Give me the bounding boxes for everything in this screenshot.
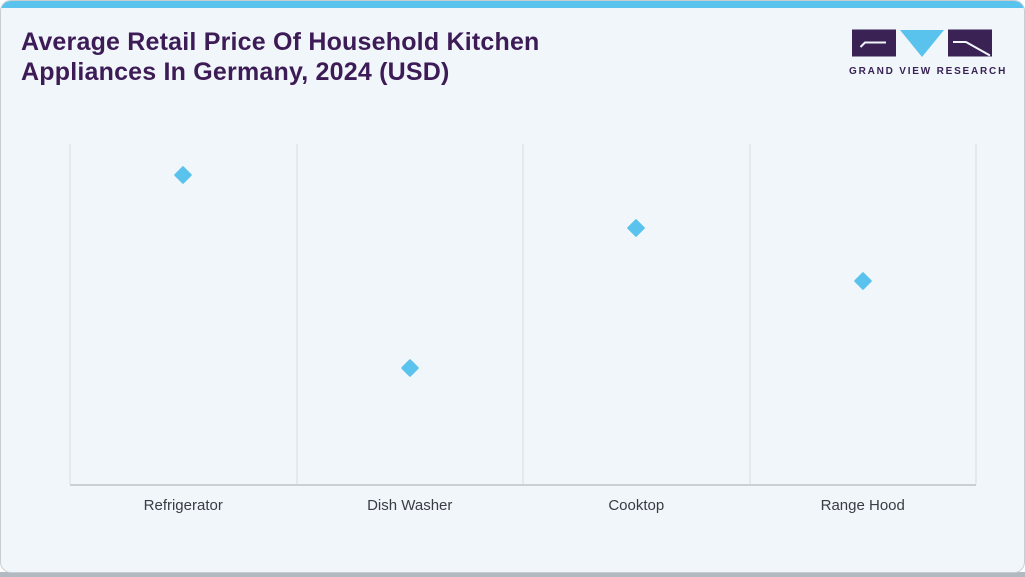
gvr-logo: GRAND VIEW RESEARCH xyxy=(849,29,1008,77)
gridline xyxy=(749,144,750,484)
gridline xyxy=(522,144,524,484)
data-point-refrigerator xyxy=(174,165,193,185)
gridline xyxy=(975,144,977,484)
gridline xyxy=(296,144,297,484)
data-point-range-hood xyxy=(853,272,872,291)
chart-title: Average Retail Price Of Household Kitche… xyxy=(21,28,540,86)
top-accent-bar xyxy=(1,1,1024,8)
x-tick-label: Refrigerator xyxy=(143,497,223,514)
x-tick-label: Range Hood xyxy=(820,497,905,514)
gridline xyxy=(69,144,71,484)
data-point-cooktop xyxy=(627,218,646,237)
x-axis-labels: Refrigerator Dish Washer Cooktop Range Hood xyxy=(70,497,976,514)
card-bottom-shadow xyxy=(0,572,1025,577)
plot-area xyxy=(69,144,977,486)
data-point-dish-washer xyxy=(400,358,419,378)
x-tick-label: Cooktop xyxy=(608,497,665,514)
gvr-logo-text: GRAND VIEW RESEARCH xyxy=(849,66,1008,77)
gvr-logo-mark xyxy=(852,29,992,57)
x-tick-label: Dish Washer xyxy=(367,497,453,514)
